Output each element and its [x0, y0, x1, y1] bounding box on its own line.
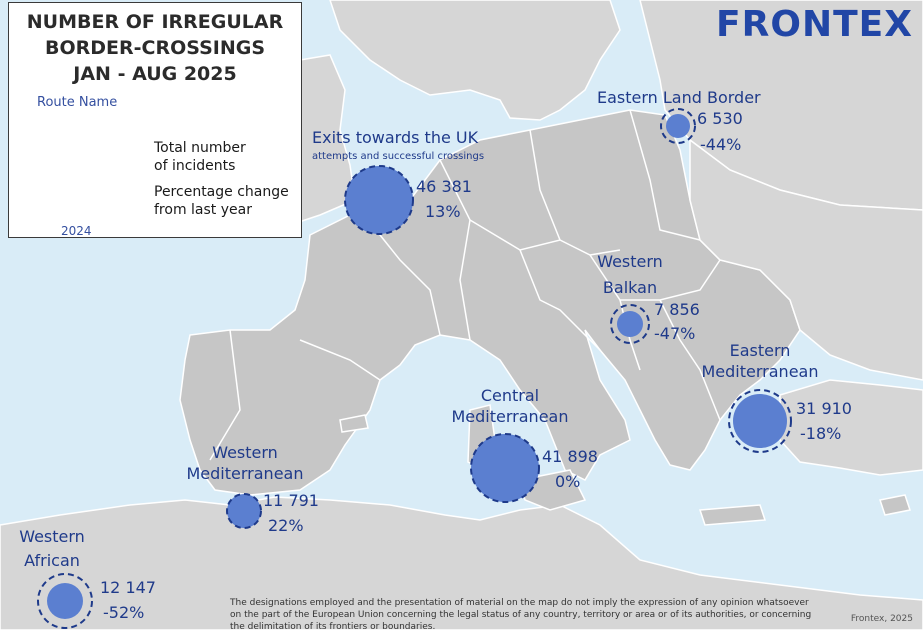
route-exits-uk-name: Exits towards the UK [312, 128, 479, 147]
legend-previous-year: 2024 [61, 224, 92, 238]
land-cyprus [879, 494, 911, 516]
route-western-med-value: 11 791 [263, 491, 319, 510]
route-eastern-med-name-line2: Mediterranean [701, 362, 819, 381]
land-north-africa [0, 496, 923, 630]
bubble-exits-uk [344, 165, 414, 235]
route-western-balkan-name-line1: Western [597, 252, 663, 271]
route-exits-uk-subtitle: attempts and successful crossings [312, 151, 485, 162]
route-eastern-med-name-line1: Eastern [729, 341, 791, 360]
route-eastern-med-value: 31 910 [796, 399, 852, 418]
legend-hash: # [63, 140, 77, 158]
legend-title-line3: JAN - AUG 2025 [73, 63, 237, 85]
bubble-western-balkan [610, 304, 650, 344]
bubble-western-african [37, 573, 93, 629]
legend-note-total-line2: of incidents [154, 158, 236, 174]
disclaimer: The designations employed and the presen… [230, 597, 920, 633]
legend-current-year: 2025 [54, 162, 86, 176]
land-turkey [779, 379, 923, 476]
route-western-balkan-change: -47% [654, 324, 696, 343]
route-exits-uk-value: 46 381 [416, 177, 472, 196]
legend-note-pct-line2: from last year [154, 202, 252, 218]
route-western-african-change: -52% [103, 603, 145, 622]
frontex-logo: FRONTEX [716, 4, 913, 45]
route-western-african-value: 12 147 [100, 578, 156, 597]
legend-box: NUMBER OF IRREGULAR BORDER-CROSSINGS JAN… [8, 2, 302, 238]
route-eastern-med-name: Eastern Mediterranean [690, 340, 830, 382]
disclaimer-line3: the delimitation of its frontiers or bou… [230, 622, 436, 632]
bubble-central-mediterranean [470, 433, 540, 503]
route-western-balkan-name: Western Balkan [585, 251, 675, 298]
route-eastern-med-change: -18% [800, 424, 842, 443]
legend-note-percentage: Percentage change from last year [154, 183, 289, 219]
bubble-eastern-land-border [660, 108, 696, 144]
route-western-med-change: 22% [268, 516, 304, 535]
legend-note-total: Total number of incidents [154, 139, 246, 175]
legend-note-total-line1: Total number [154, 140, 246, 156]
route-central-med-name: Central Mediterranean [440, 385, 580, 427]
bubble-eastern-mediterranean [728, 389, 792, 453]
route-western-med-name-line2: Mediterranean [186, 464, 304, 483]
land-continental-eu [179, 109, 801, 496]
route-western-med-name-line1: Western [212, 443, 278, 462]
legend-note-pct-line1: Percentage change [154, 184, 289, 200]
route-central-med-name-line1: Central [480, 386, 540, 405]
route-central-med-change: 0% [555, 472, 581, 491]
legend-title-line2: BORDER-CROSSINGS [44, 37, 266, 59]
route-western-african-name: Western African [12, 526, 92, 571]
legend-route-name: Route Name [37, 95, 118, 110]
route-western-african-name-line2: African [24, 551, 80, 570]
land-scandinavia [329, 0, 621, 121]
land-balearic [339, 414, 369, 433]
route-western-african-name-line1: Western [19, 527, 85, 546]
route-bubbles [37, 108, 792, 629]
credit: Frontex, 2025 [850, 614, 913, 624]
route-western-balkan-name-line2: Balkan [602, 278, 658, 297]
route-eastern-land-border-name: Eastern Land Border [597, 88, 761, 107]
bubble-western-mediterranean [226, 493, 262, 529]
legend-title-line1: NUMBER OF IRREGULAR [26, 11, 284, 33]
route-eastern-land-border-value: 6 530 [697, 109, 743, 128]
legend-title: NUMBER OF IRREGULAR BORDER-CROSSINGS JAN… [9, 9, 301, 87]
route-western-balkan-value: 7 856 [654, 300, 700, 319]
land-east-non-eu [689, 138, 923, 381]
route-western-med-name: Western Mediterranean [180, 442, 310, 484]
route-central-med-name-line2: Mediterranean [451, 407, 569, 426]
disclaimer-line2: on the part of the European Union concer… [230, 610, 812, 620]
route-central-med-value: 41 898 [542, 447, 598, 466]
legend-pct-symbol: % [62, 181, 78, 199]
land-crete [698, 504, 767, 526]
route-eastern-land-border-change: -44% [700, 135, 742, 154]
disclaimer-line1: The designations employed and the presen… [230, 598, 809, 608]
route-exits-uk-change: 13% [425, 202, 461, 221]
